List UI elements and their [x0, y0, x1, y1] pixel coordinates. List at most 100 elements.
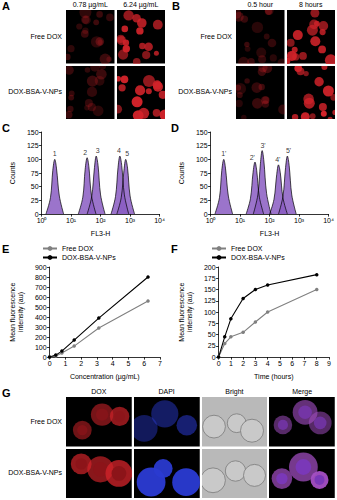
svg-text:700: 700: [35, 284, 47, 291]
svg-text:3: 3: [96, 147, 100, 154]
html-text:DOX-BSA-V-NPs: DOX-BSA-V-NPs: [178, 88, 232, 96]
svg-text:800: 800: [35, 274, 47, 281]
svg-text:10⁴: 10⁴: [154, 217, 165, 224]
svg-text:10³: 10³: [125, 217, 136, 224]
html-text:Free DOX: Free DOX: [30, 32, 62, 40]
svg-text:Time (hours): Time (hours): [254, 373, 293, 381]
svg-text:0: 0: [212, 354, 216, 361]
svg-text:10³: 10³: [294, 217, 305, 224]
svg-text:intensity (au): intensity (au): [186, 292, 194, 332]
svg-text:Mean fluorescence: Mean fluorescence: [178, 282, 185, 341]
html-text:A: A: [2, 0, 10, 12]
svg-text:25: 25: [31, 197, 39, 204]
svg-text:Concentration (µg/mL): Concentration (µg/mL): [70, 373, 140, 381]
svg-text:75: 75: [200, 170, 208, 177]
html-text:0.5 hour: 0.5 hour: [247, 1, 274, 8]
svg-text:900: 900: [35, 264, 47, 271]
svg-text:100: 100: [204, 309, 216, 316]
svg-text:2: 2: [83, 149, 87, 156]
svg-text:4: 4: [111, 360, 115, 367]
html-text:6.24 µg/mL: 6.24 µg/mL: [123, 1, 159, 8]
svg-text:4': 4': [275, 156, 280, 163]
svg-text:10⁰: 10⁰: [37, 217, 48, 224]
html-text:Free DOX: Free DOX: [30, 417, 62, 425]
svg-text:5': 5': [286, 147, 291, 154]
svg-text:1': 1': [221, 150, 226, 157]
svg-text:10¹: 10¹: [235, 217, 246, 224]
svg-text:5: 5: [126, 360, 130, 367]
html-text:DOX-BSA-V-NPs: DOX-BSA-V-NPs: [8, 88, 62, 96]
svg-text:intensity (au): intensity (au): [17, 292, 25, 332]
html-text:E: E: [2, 243, 10, 255]
html-text:C: C: [2, 122, 10, 134]
svg-text:8: 8: [315, 360, 319, 367]
svg-text:FL3-H: FL3-H: [260, 230, 279, 237]
svg-text:DOX-BSA-V-NPs: DOX-BSA-V-NPs: [231, 254, 285, 261]
svg-text:9: 9: [327, 360, 331, 367]
html-text:8 hours: 8 hours: [299, 1, 323, 8]
html-text:G: G: [2, 387, 11, 399]
svg-text:25: 25: [200, 197, 208, 204]
svg-text:5: 5: [125, 150, 129, 157]
svg-text:3: 3: [253, 360, 257, 367]
svg-text:Mean fluorescence: Mean fluorescence: [9, 282, 16, 341]
svg-text:175: 175: [204, 275, 216, 282]
svg-text:150: 150: [204, 286, 216, 293]
svg-text:10⁴: 10⁴: [323, 217, 334, 224]
svg-text:3': 3': [260, 142, 265, 149]
svg-text:1: 1: [53, 150, 57, 157]
svg-text:150: 150: [27, 129, 39, 136]
svg-text:125: 125: [196, 142, 208, 149]
svg-text:Free DOX: Free DOX: [231, 245, 263, 252]
html-text:DOX: DOX: [91, 388, 107, 395]
svg-text:150: 150: [196, 129, 208, 136]
svg-text:Counts: Counts: [9, 161, 16, 184]
svg-text:0: 0: [217, 360, 221, 367]
svg-text:400: 400: [35, 314, 47, 321]
svg-text:Counts: Counts: [178, 161, 185, 184]
svg-text:600: 600: [35, 294, 47, 301]
svg-text:4: 4: [266, 360, 270, 367]
svg-text:25: 25: [208, 342, 216, 349]
svg-text:2: 2: [79, 360, 83, 367]
svg-text:0: 0: [48, 360, 52, 367]
html-text:0.78 µg/mL: 0.78 µg/mL: [72, 1, 108, 8]
svg-text:7: 7: [158, 360, 162, 367]
svg-text:3: 3: [95, 360, 99, 367]
svg-text:2': 2': [250, 154, 255, 161]
svg-text:125: 125: [27, 142, 39, 149]
svg-text:DOX-BSA-V-NPs: DOX-BSA-V-NPs: [62, 254, 116, 261]
svg-text:4: 4: [117, 147, 121, 154]
svg-text:50: 50: [208, 331, 216, 338]
svg-text:1: 1: [229, 360, 233, 367]
svg-text:200: 200: [204, 264, 216, 271]
svg-text:200: 200: [35, 334, 47, 341]
svg-text:10¹: 10¹: [66, 217, 77, 224]
svg-text:2: 2: [241, 360, 245, 367]
svg-text:10⁰: 10⁰: [206, 217, 217, 224]
svg-text:75: 75: [208, 320, 216, 327]
svg-text:FL3-H: FL3-H: [91, 230, 110, 237]
svg-text:6: 6: [142, 360, 146, 367]
svg-text:0: 0: [43, 354, 47, 361]
svg-text:100: 100: [35, 344, 47, 351]
svg-text:10²: 10²: [96, 217, 107, 224]
html-text:Free DOX: Free DOX: [200, 32, 232, 40]
svg-text:75: 75: [31, 170, 39, 177]
svg-text:5: 5: [278, 360, 282, 367]
svg-text:500: 500: [35, 304, 47, 311]
svg-text:100: 100: [27, 156, 39, 163]
svg-text:125: 125: [204, 297, 216, 304]
svg-text:100: 100: [196, 156, 208, 163]
svg-text:Free DOX: Free DOX: [62, 245, 94, 252]
html-text:B: B: [172, 0, 180, 12]
html-text:DOX-BSA-V-NPs: DOX-BSA-V-NPs: [8, 469, 62, 477]
svg-text:7: 7: [303, 360, 307, 367]
svg-text:300: 300: [35, 324, 47, 331]
svg-text:6: 6: [290, 360, 294, 367]
html-text:D: D: [171, 122, 179, 134]
svg-text:10²: 10²: [265, 217, 276, 224]
svg-text:1: 1: [63, 360, 67, 367]
svg-text:50: 50: [200, 183, 208, 190]
svg-text:50: 50: [31, 183, 39, 190]
